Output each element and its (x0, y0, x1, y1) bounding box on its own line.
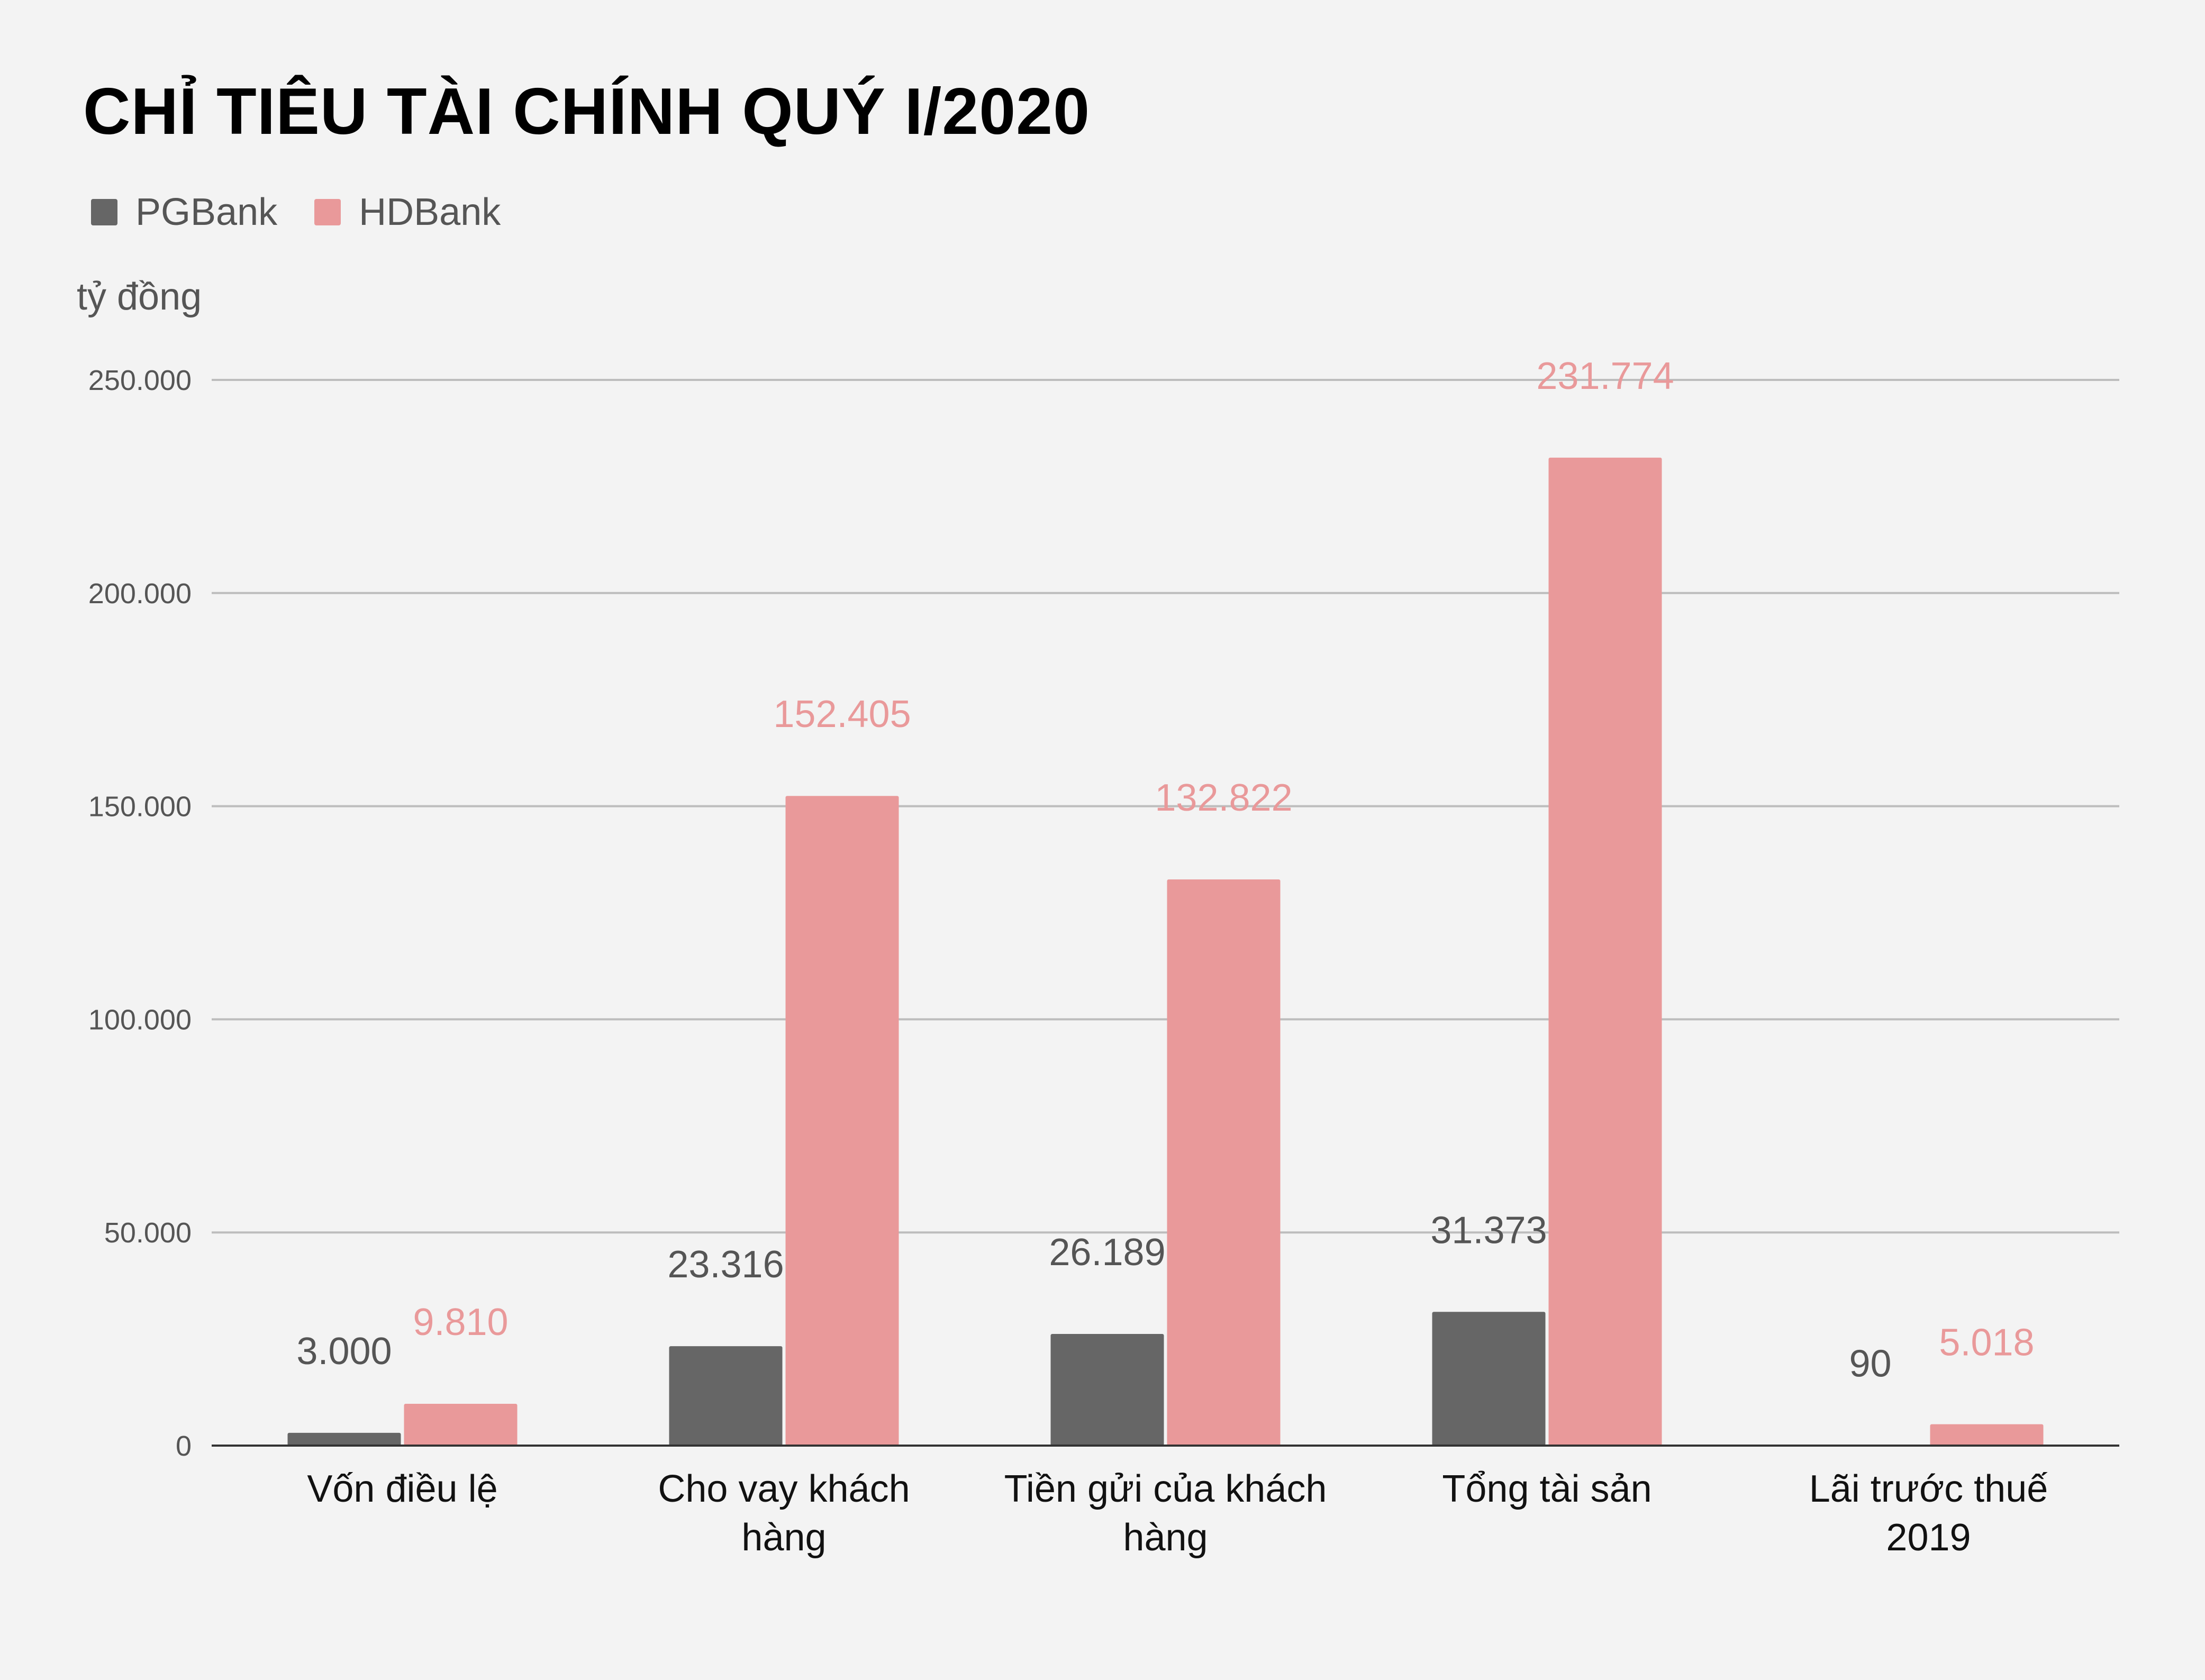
bar-hdbank (785, 796, 899, 1446)
x-category-label: hàng (1123, 1516, 1208, 1559)
chart-title: CHỈ TIÊU TÀI CHÍNH QUÝ I/2020 (83, 75, 1091, 148)
legend-swatch-pgbank (91, 199, 117, 225)
data-label-pgbank: 23.316 (667, 1243, 784, 1286)
x-category-label: Vốn điều lệ (307, 1468, 497, 1510)
y-tick-label: 50.000 (104, 1217, 192, 1249)
legend-label-hdbank: HDBank (359, 191, 501, 233)
y-axis-unit-label: tỷ đồng (77, 276, 202, 318)
bar-pgbank (287, 1432, 401, 1446)
x-category-label: Tiền gửi của khách (1004, 1468, 1327, 1510)
data-label-pgbank: 3.000 (296, 1330, 392, 1373)
data-label-hdbank: 9.810 (413, 1301, 508, 1343)
x-category-label: hàng (741, 1516, 826, 1559)
legend: PGBank HDBank (91, 190, 538, 234)
data-label-hdbank: 231.774 (1536, 355, 1674, 397)
data-label-pgbank: 31.373 (1430, 1209, 1547, 1251)
legend-swatch-hdbank (314, 199, 341, 225)
x-category-label: Cho vay khách (658, 1468, 910, 1510)
y-tick-label: 200.000 (88, 578, 192, 610)
bar-hdbank (1930, 1424, 2044, 1446)
bar-pgbank (1432, 1312, 1546, 1446)
data-label-hdbank: 152.405 (773, 693, 911, 735)
data-label-pgbank: 90 (1849, 1342, 1891, 1385)
x-category-label: Lãi trước thuế (1809, 1468, 2048, 1510)
bar-pgbank (669, 1346, 783, 1446)
y-tick-label: 0 (176, 1430, 192, 1462)
data-label-hdbank: 132.822 (1155, 777, 1292, 819)
y-tick-label: 150.000 (88, 791, 192, 823)
bar-hdbank (404, 1403, 518, 1446)
legend-item-pgbank: PGBank (91, 190, 277, 234)
legend-item-hdbank: HDBank (314, 190, 501, 234)
bar-hdbank (1167, 879, 1281, 1446)
bar-hdbank (1548, 457, 1662, 1446)
x-category-label: Tổng tài sản (1442, 1468, 1652, 1510)
data-label-pgbank: 26.189 (1049, 1231, 1165, 1274)
data-label-hdbank: 5.018 (1939, 1322, 2034, 1364)
y-tick-label: 100.000 (88, 1004, 192, 1036)
x-category-label: 2019 (1886, 1516, 1971, 1559)
legend-label-pgbank: PGBank (135, 191, 278, 233)
bar-pgbank (1050, 1334, 1164, 1446)
y-tick-label: 250.000 (88, 365, 192, 396)
